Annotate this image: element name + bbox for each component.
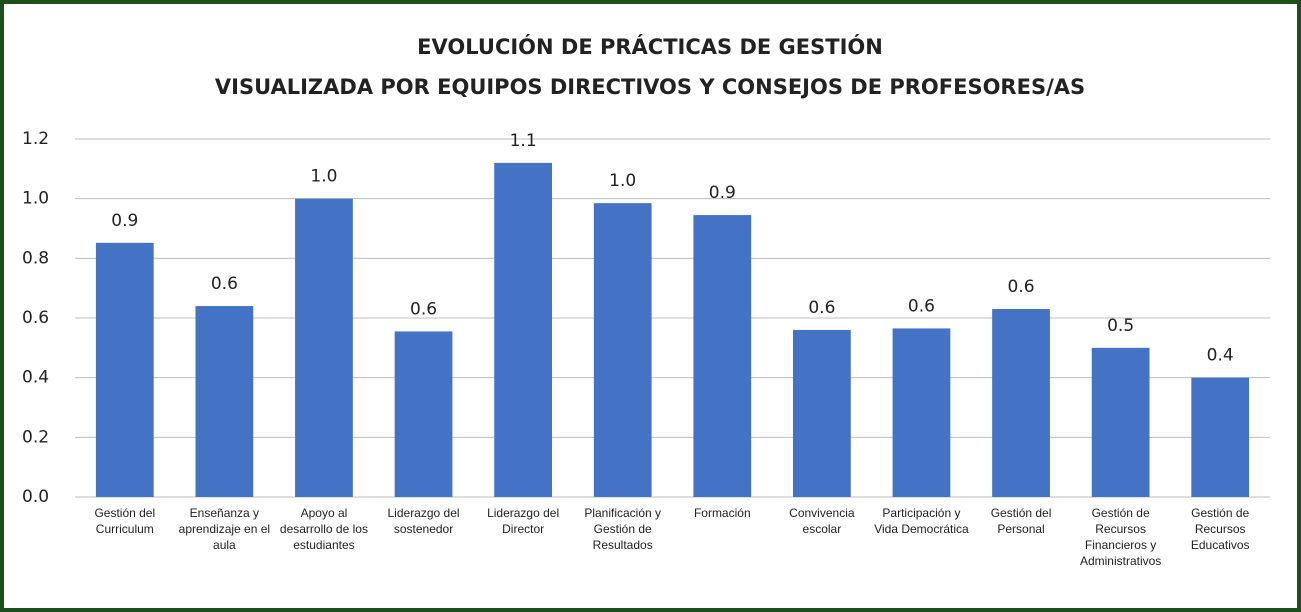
x-tick-label: Convivencia escolar [789,506,855,536]
x-tick-label-box: Liderazgo del Director [487,506,560,536]
x-tick-label-box: Enseñanza y aprendizaje en el aula [178,506,271,552]
x-tick-label-box: Gestión de Recursos Financieros y Admini… [1079,506,1162,568]
y-tick-label: 0.6 [22,308,49,328]
data-label: 0.6 [908,296,935,316]
x-tick-label-box: Gestión de Recursos Educativos [1190,506,1250,552]
data-label: 0.6 [410,299,437,319]
x-tick-label: Formación [693,506,751,520]
bar [693,215,752,497]
bar [394,331,453,497]
x-tick-label: Liderazgo del Director [487,506,560,536]
data-label: 0.6 [808,298,835,318]
bar [593,203,652,497]
data-label: 0.9 [111,211,138,231]
data-label: 0.6 [1008,277,1035,297]
y-tick-label: 0.4 [22,368,49,388]
bar [892,328,951,497]
data-label: 1.1 [510,131,537,151]
y-tick-label: 1.0 [22,189,49,209]
x-tick-label: Gestión de Recursos Educativos [1190,506,1250,552]
y-tick-label: 0.2 [22,427,49,447]
x-tick-label: Participación y Vida Democrática [874,506,969,536]
bar [992,309,1050,497]
x-tick-label-box: Participación y Vida Democrática [874,506,969,536]
bar [1091,347,1150,497]
y-tick-label: 0.0 [22,487,49,507]
x-tick-label: Liderazgo del sostenedor [387,506,460,536]
data-label: 0.5 [1107,316,1134,336]
y-tick-label: 1.2 [22,129,49,149]
chart-title: VISUALIZADA POR EQUIPOS DIRECTIVOS Y CON… [215,75,1085,99]
x-tick-label-box: Planificación y Gestión de Resultados [584,506,662,552]
x-tick-label-box: Gestión del Curriculum [94,506,156,536]
data-label: 0.4 [1207,346,1234,366]
x-tick-label-box: Gestión del Personal [990,506,1052,536]
x-tick-label-box: Apoyo al desarrollo de los estudiantes [279,506,368,552]
data-label: 1.0 [310,167,337,187]
chart-title: EVOLUCIÓN DE PRÁCTICAS DE GESTIÓN [417,34,883,59]
bar [195,306,254,497]
data-label: 0.9 [709,183,736,203]
bar [1191,377,1250,497]
x-tick-label: Gestión de Recursos Financieros y Admini… [1079,506,1162,568]
x-tick-label: Planificación y Gestión de Resultados [584,506,662,552]
x-tick-label: Gestión del Personal [990,506,1052,536]
x-tick-label-box: Convivencia escolar [789,506,855,536]
x-tick-label-box: Liderazgo del sostenedor [387,506,460,536]
bar [494,162,553,497]
x-tick-label: Enseñanza y aprendizaje en el aula [178,506,271,552]
x-tick-label: Gestión del Curriculum [94,506,156,536]
data-label: 0.6 [211,274,238,294]
bar [295,198,353,497]
y-tick-label: 0.8 [22,248,49,268]
bar [95,242,154,497]
data-label: 1.0 [609,171,636,191]
x-tick-label: Apoyo al desarrollo de los estudiantes [279,506,368,552]
x-tick-label-box: Formación [693,506,751,520]
bar [792,329,851,497]
